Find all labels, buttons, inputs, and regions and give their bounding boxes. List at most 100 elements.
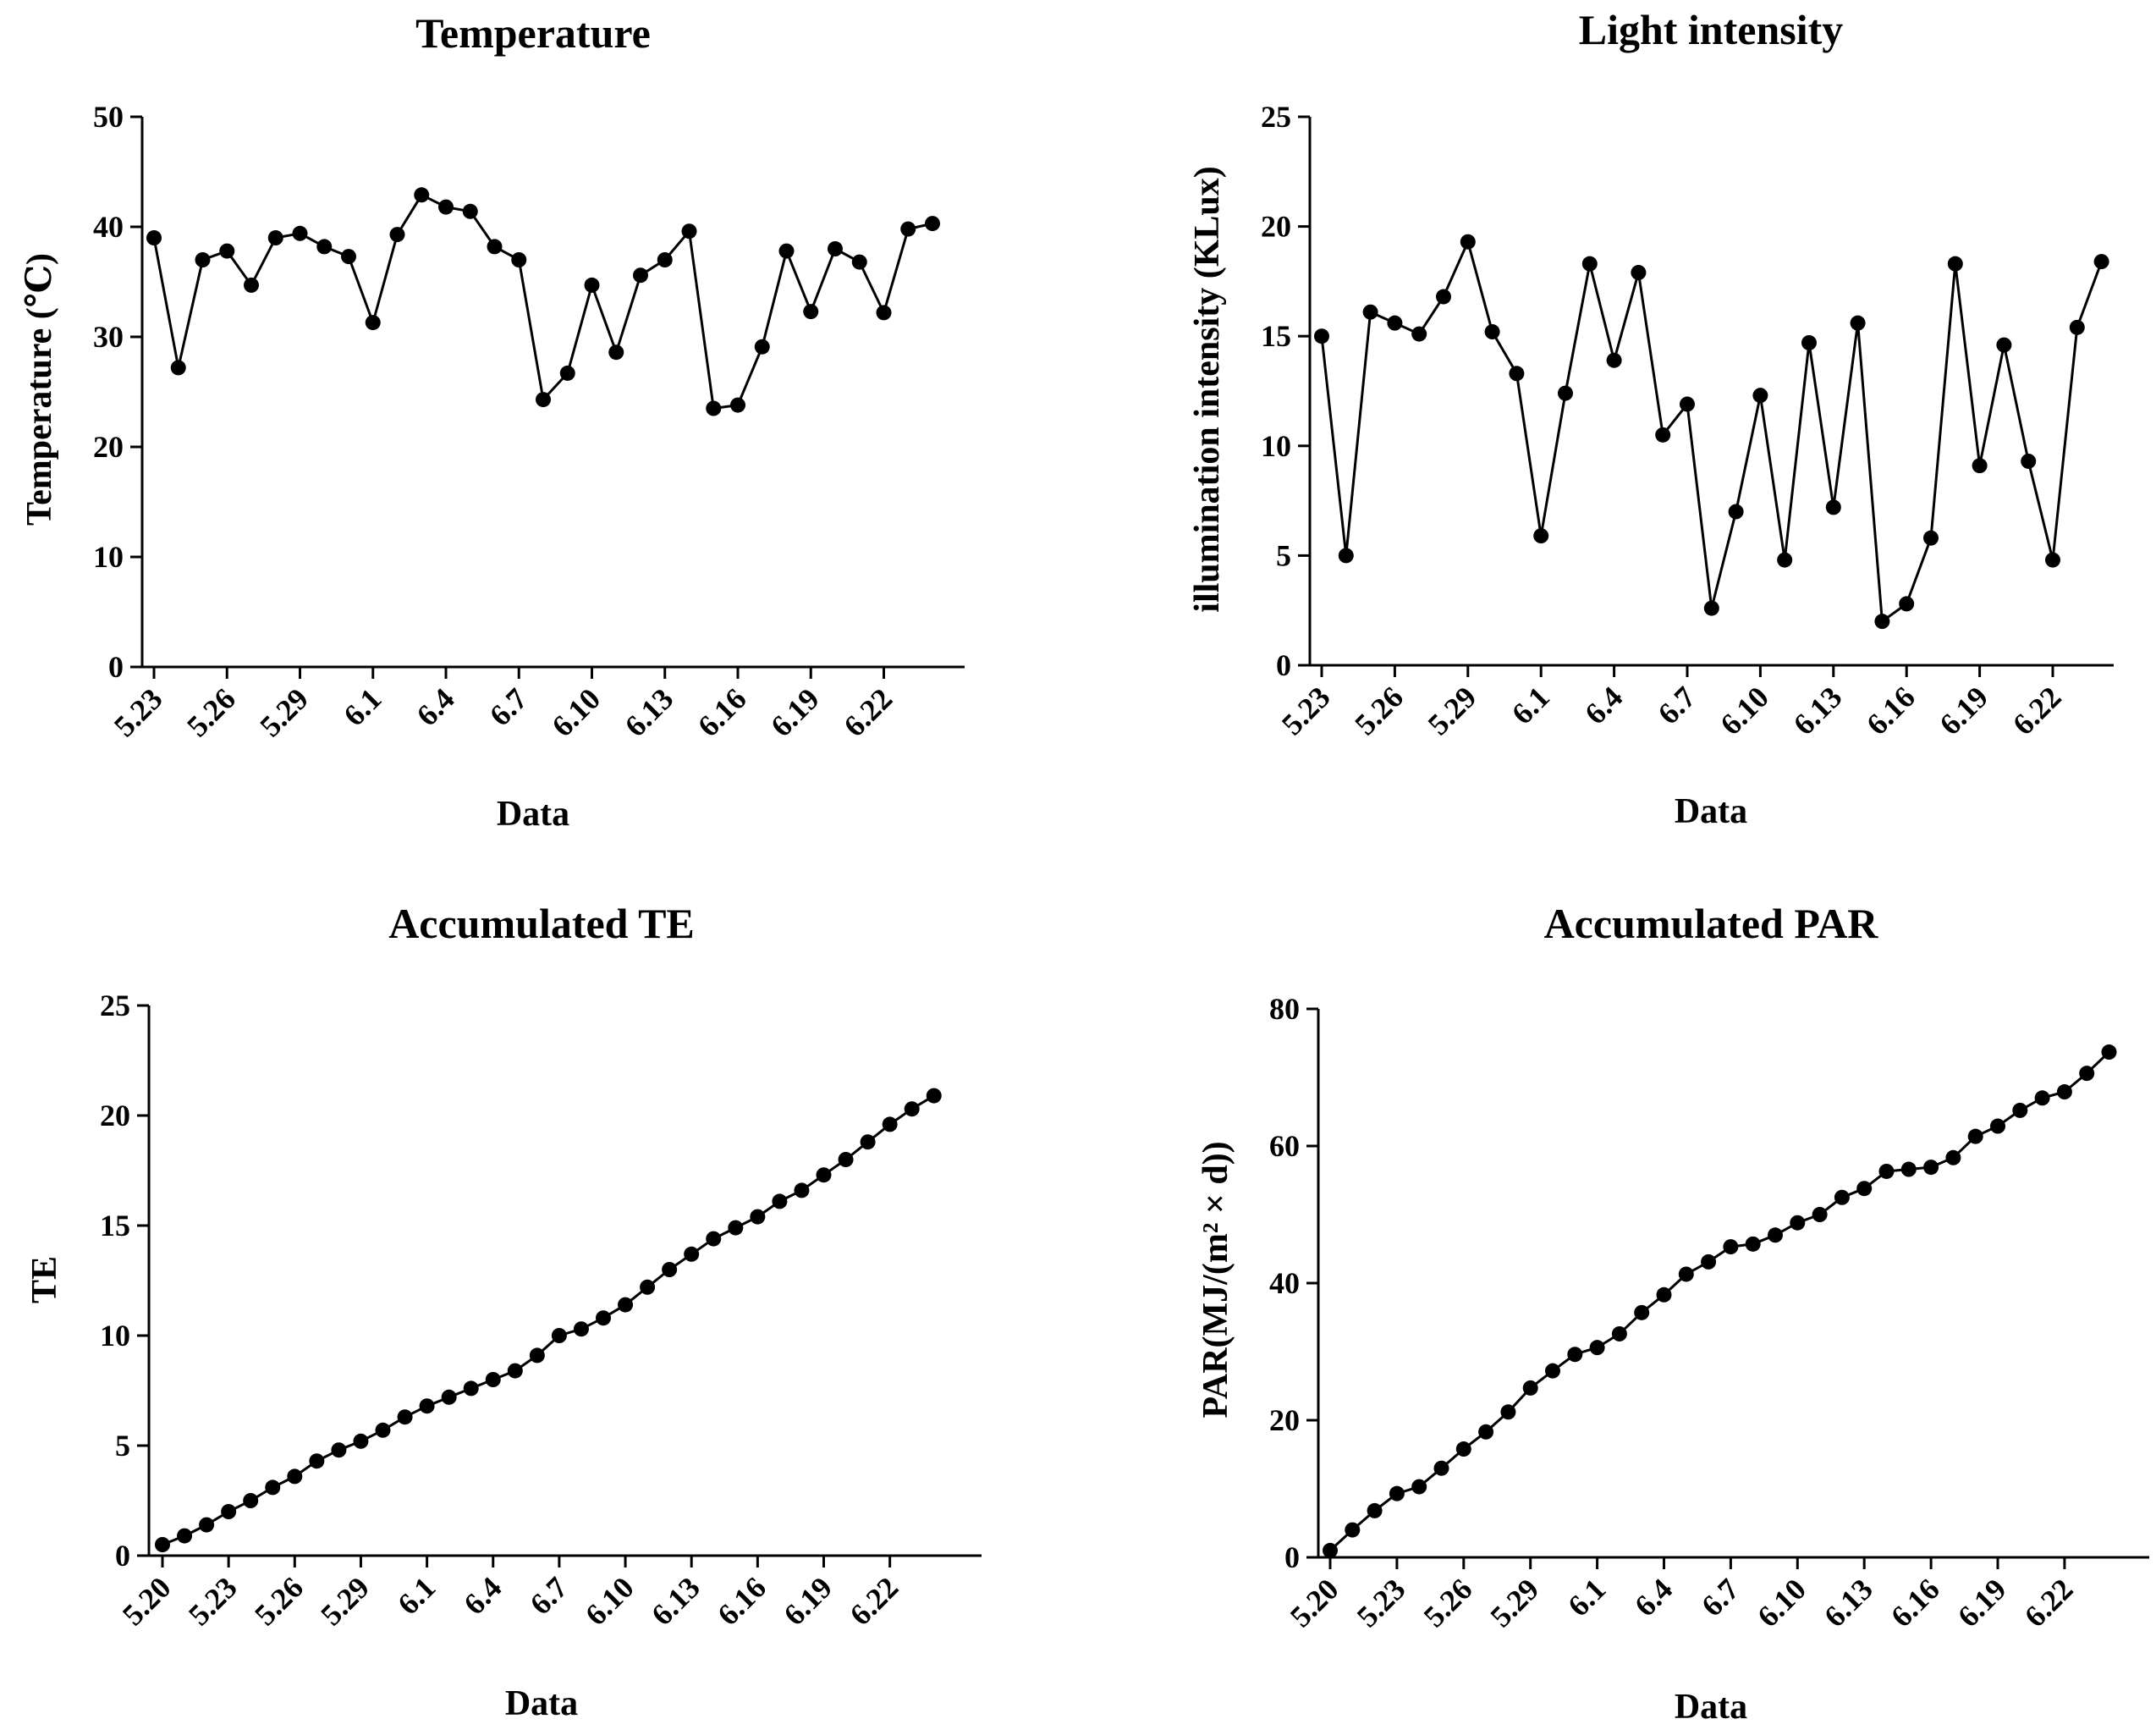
- y-tick-label: 20: [1269, 1403, 1300, 1437]
- y-axis-label: illumination intensity (KLux): [1188, 166, 1227, 612]
- data-point: [1433, 1460, 1449, 1476]
- x-axis-label: Data: [505, 1684, 578, 1723]
- data-point: [728, 1220, 744, 1236]
- data-point: [1768, 1227, 1783, 1243]
- data-point: [681, 223, 697, 240]
- data-point: [170, 360, 186, 376]
- x-tick-label: 6.10: [1713, 680, 1775, 741]
- x-tick-label: 5.23: [1350, 1572, 1412, 1634]
- y-tick-label: 60: [1269, 1129, 1300, 1163]
- data-point: [1522, 1380, 1538, 1396]
- chart-title: Light intensity: [1579, 6, 1844, 53]
- x-tick-label: 5.29: [253, 681, 315, 743]
- data-point: [1972, 458, 1988, 474]
- data-point: [1631, 265, 1647, 281]
- data-point: [860, 1134, 876, 1150]
- y-tick-label: 20: [93, 430, 124, 464]
- x-tick-label: 6.22: [837, 681, 899, 743]
- data-point: [1389, 1485, 1405, 1501]
- data-point: [1967, 1128, 1983, 1144]
- data-point: [1634, 1304, 1650, 1320]
- x-tick-label: 5.29: [314, 1570, 376, 1632]
- y-tick-label: 30: [93, 320, 124, 354]
- x-tick-label: 5.29: [1422, 680, 1483, 741]
- data-point: [195, 252, 211, 267]
- data-point: [584, 277, 600, 293]
- data-point: [419, 1398, 435, 1414]
- x-tick-label: 6.19: [1933, 680, 1994, 741]
- x-tick-label: 6.4: [410, 681, 461, 732]
- data-point: [1656, 1286, 1672, 1303]
- data-point: [618, 1297, 634, 1313]
- data-point: [219, 243, 235, 259]
- y-axis-label: PAR(MJ/(m² × d)): [1196, 1141, 1235, 1418]
- x-tick-label: 6.4: [1578, 680, 1629, 730]
- data-point: [684, 1246, 700, 1262]
- x-tick-label: 6.4: [1628, 1572, 1679, 1623]
- data-point: [287, 1468, 303, 1485]
- data-point: [1606, 352, 1622, 368]
- data-point: [1411, 1479, 1427, 1495]
- x-tick-label: 5.26: [248, 1570, 310, 1632]
- x-tick-label: 6.16: [711, 1570, 773, 1632]
- x-tick-label: 5.20: [1284, 1572, 1345, 1634]
- data-point: [904, 1101, 920, 1117]
- x-tick-label: 5.23: [1275, 680, 1337, 741]
- data-point: [838, 1152, 854, 1167]
- data-point: [1478, 1424, 1494, 1440]
- x-tick-label: 6.13: [1818, 1572, 1879, 1634]
- data-point: [1801, 334, 1817, 350]
- data-point: [2101, 1044, 2117, 1061]
- data-point: [1900, 1161, 1917, 1177]
- data-point: [900, 221, 916, 237]
- data-point: [341, 249, 356, 265]
- data-point: [1947, 256, 1963, 272]
- x-tick-label: 6.22: [843, 1570, 905, 1632]
- data-point: [507, 1363, 523, 1379]
- data-point: [485, 1372, 501, 1387]
- x-tick-label: 6.13: [1787, 680, 1849, 741]
- data-point: [1874, 614, 1890, 630]
- x-tick-label: 6.19: [777, 1570, 839, 1632]
- x-tick-label: 6.16: [1860, 680, 1922, 741]
- data-point: [1323, 1542, 1338, 1558]
- x-tick-label: 6.1: [391, 1570, 442, 1621]
- data-point: [221, 1504, 237, 1519]
- data-point: [2093, 254, 2109, 270]
- y-tick-label: 80: [1269, 992, 1300, 1026]
- y-tick-label: 50: [93, 100, 124, 134]
- data-point: [199, 1517, 215, 1533]
- y-tick-label: 15: [100, 1209, 130, 1242]
- data-point: [438, 199, 454, 215]
- data-point: [1589, 1340, 1605, 1356]
- data-point: [511, 252, 527, 267]
- y-tick-label: 0: [115, 1539, 130, 1573]
- data-point: [1338, 548, 1354, 564]
- x-tick-label: 6.4: [457, 1570, 508, 1621]
- y-tick-label: 25: [100, 989, 130, 1022]
- data-point: [2079, 1066, 2095, 1082]
- y-tick-label: 10: [1261, 429, 1291, 463]
- data-point: [1411, 326, 1427, 342]
- x-tick-label: 5.23: [107, 681, 169, 743]
- data-point: [1990, 1118, 2005, 1134]
- data-point: [1834, 1189, 1850, 1205]
- data-point: [1558, 385, 1573, 401]
- series-line: [162, 1094, 935, 1546]
- chart-title: Accumulated PAR: [1544, 900, 1879, 947]
- x-axis-label: Data: [1675, 1688, 1747, 1727]
- data-point: [389, 227, 405, 243]
- y-tick-label: 20: [100, 1099, 130, 1132]
- data-point: [1790, 1215, 1806, 1231]
- data-point: [1878, 1163, 1895, 1179]
- data-point: [750, 1209, 766, 1225]
- x-tick-label: 6.10: [545, 681, 607, 743]
- data-point: [1655, 427, 1671, 443]
- data-point: [2056, 1084, 2072, 1100]
- data-point: [529, 1347, 545, 1364]
- data-point: [1923, 1160, 1939, 1176]
- data-point: [2045, 552, 2060, 568]
- y-tick-label: 20: [1261, 210, 1291, 244]
- data-point: [331, 1442, 347, 1458]
- x-tick-label: 6.7: [523, 1570, 574, 1621]
